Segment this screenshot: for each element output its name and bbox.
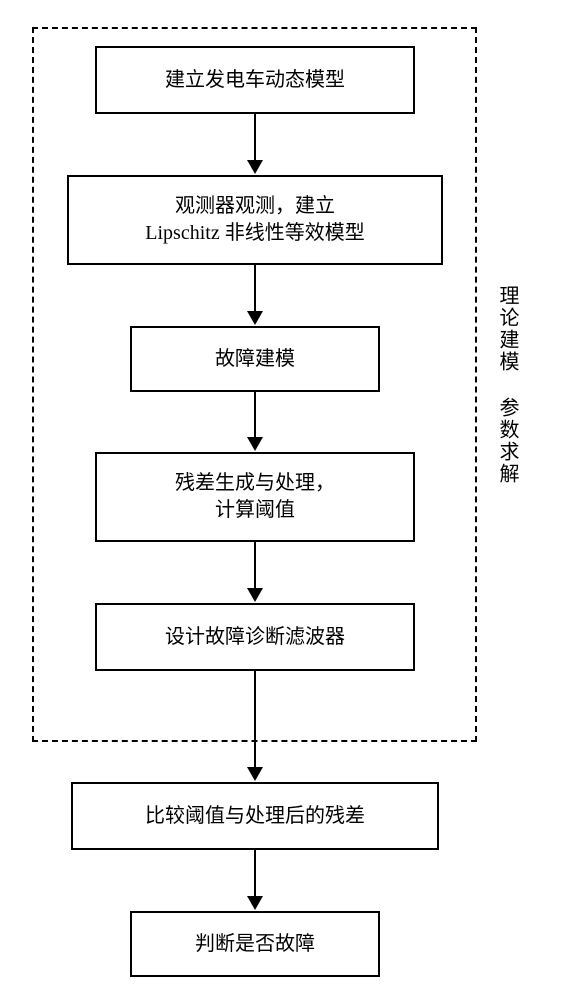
flow-node-text: 残差生成与处理， bbox=[175, 472, 335, 494]
flow-node-text: 建立发电车动态模型 bbox=[165, 67, 345, 94]
flow-node-text: 比较阈值与处理后的残差 bbox=[145, 803, 365, 830]
flow-node-text: 计算阈值 bbox=[215, 499, 295, 521]
flow-node-text: 观测器观测，建立 bbox=[175, 195, 335, 217]
flow-node-text: Lipschitz 非线性等效模型 bbox=[145, 222, 364, 244]
flow-node-text: 设计故障诊断滤波器 bbox=[165, 624, 345, 651]
flow-node-n2: 观测器观测，建立 Lipschitz 非线性等效模型 bbox=[67, 175, 443, 265]
side-label-theory: 理论建模 参数求解 bbox=[494, 285, 519, 485]
flowchart-container: 理论建模 参数求解 建立发电车动态模型观测器观测，建立 Lipschitz 非线性… bbox=[0, 0, 570, 1000]
flow-node-text: 判断是否故障 bbox=[195, 931, 315, 958]
flow-node-n7: 判断是否故障 bbox=[130, 911, 380, 977]
flow-node-text: 故障建模 bbox=[215, 346, 295, 373]
flow-node-n1: 建立发电车动态模型 bbox=[95, 46, 415, 114]
flow-node-n5: 设计故障诊断滤波器 bbox=[95, 603, 415, 671]
flow-node-n6: 比较阈值与处理后的残差 bbox=[71, 782, 439, 850]
flow-node-n4: 残差生成与处理， 计算阈值 bbox=[95, 452, 415, 542]
flow-node-n3: 故障建模 bbox=[130, 326, 380, 392]
